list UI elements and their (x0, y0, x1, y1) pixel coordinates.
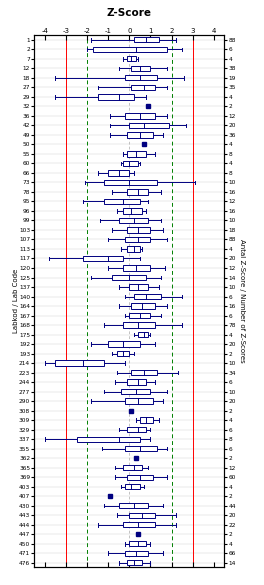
Bar (127, 246, 140, 252)
Bar (123, 208, 142, 214)
Bar (119, 218, 148, 223)
Bar (104, 180, 157, 185)
Bar (134, 294, 161, 299)
Bar (121, 389, 150, 394)
Bar (131, 85, 155, 90)
Bar (125, 550, 148, 556)
Bar (123, 522, 155, 527)
Bar (125, 446, 157, 451)
Bar (112, 275, 146, 280)
Bar (134, 37, 159, 43)
Bar (131, 370, 157, 375)
Bar (129, 512, 155, 518)
Title: Z-Score: Z-Score (107, 8, 152, 18)
Bar (125, 237, 150, 242)
Bar (123, 266, 150, 271)
Bar (131, 66, 150, 71)
Bar (117, 351, 129, 356)
Bar (127, 560, 142, 565)
Bar (138, 332, 148, 337)
Bar (77, 436, 140, 442)
Bar (129, 541, 146, 546)
Bar (125, 75, 157, 81)
Bar (127, 152, 146, 157)
Bar (98, 94, 134, 99)
Bar (127, 427, 146, 432)
Bar (83, 256, 123, 261)
Bar (125, 484, 140, 489)
Bar (127, 380, 146, 385)
Bar (127, 474, 153, 480)
Bar (127, 132, 153, 137)
Bar (123, 161, 138, 166)
Bar (119, 503, 148, 508)
Y-axis label: Labkod / Lab Code: Labkod / Lab Code (13, 269, 19, 333)
Bar (108, 170, 129, 176)
Bar (131, 304, 155, 309)
Bar (123, 322, 155, 328)
Bar (140, 418, 153, 423)
Bar (127, 56, 136, 61)
Bar (127, 228, 150, 233)
Bar (104, 199, 140, 204)
Bar (129, 123, 169, 128)
Bar (55, 360, 104, 366)
Bar (129, 313, 150, 318)
Bar (123, 465, 142, 470)
Bar (125, 113, 155, 119)
Bar (93, 47, 167, 52)
Bar (125, 398, 153, 404)
Bar (127, 190, 148, 195)
Bar (108, 342, 140, 347)
Bar (129, 284, 148, 290)
Y-axis label: Antal Z-Score / Number of Z-Scores: Antal Z-Score / Number of Z-Scores (239, 239, 245, 363)
